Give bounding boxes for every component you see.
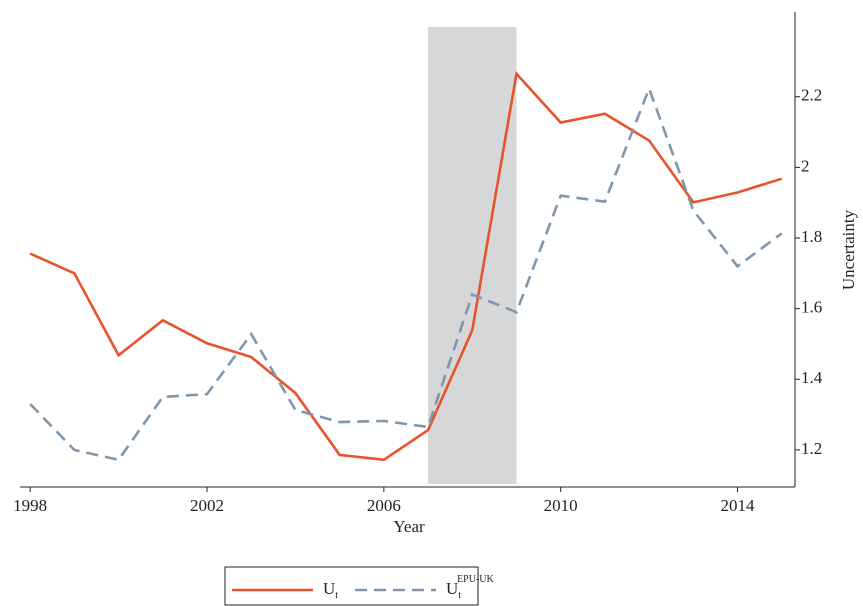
x-tick-label: 1998 bbox=[13, 496, 47, 515]
x-tick-label: 2006 bbox=[367, 496, 401, 515]
y-tick-label: 1.6 bbox=[801, 298, 822, 317]
x-tick-label: 2010 bbox=[544, 496, 578, 515]
x-tick-label: 2002 bbox=[190, 496, 224, 515]
legend-label-part: t bbox=[458, 590, 461, 601]
legend-label: Ut EPU-UK bbox=[446, 574, 495, 601]
legend-label: Ut bbox=[323, 579, 338, 601]
y-tick-label: 1.2 bbox=[801, 439, 822, 458]
shaded-period bbox=[428, 27, 517, 484]
series-line bbox=[29, 70, 783, 462]
y-axis-label: Uncertainty bbox=[839, 209, 858, 290]
legend-label-part: t bbox=[335, 590, 338, 601]
x-axis-label: Year bbox=[393, 517, 425, 536]
x-tick-label: 2014 bbox=[721, 496, 756, 515]
legend-box bbox=[224, 566, 479, 606]
y-tick-label: 2 bbox=[801, 156, 810, 175]
y-tick-label: 1.8 bbox=[801, 227, 822, 246]
legend-label-part: U bbox=[446, 579, 458, 598]
series-line bbox=[29, 84, 783, 462]
legend-label-part: EPU-UK bbox=[457, 574, 494, 585]
legend-label-part: U bbox=[323, 579, 335, 598]
y-tick-label: 1.4 bbox=[801, 368, 823, 387]
y-tick-label: 2.2 bbox=[801, 86, 822, 105]
